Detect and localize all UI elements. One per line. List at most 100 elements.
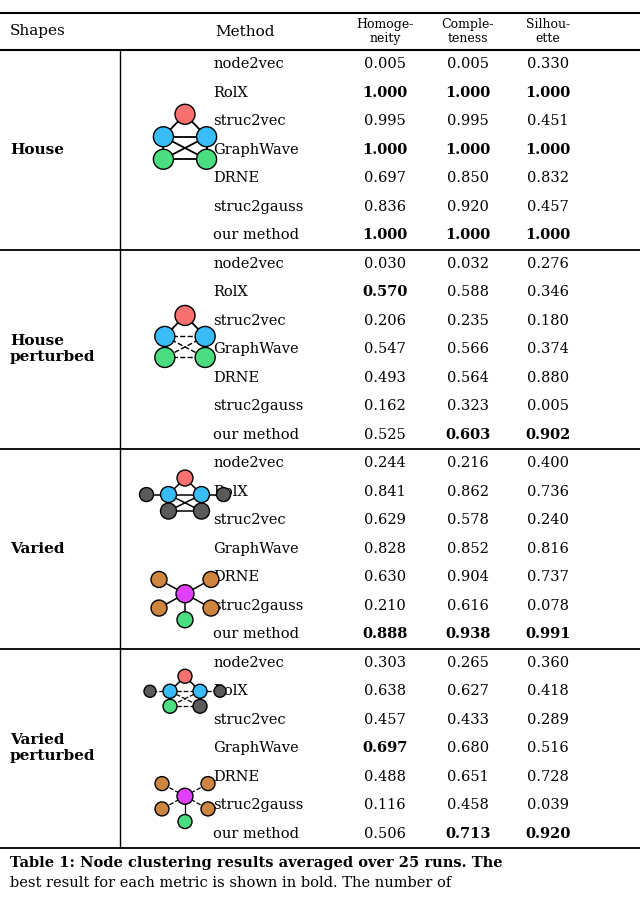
Circle shape xyxy=(163,699,177,714)
Text: RolX: RolX xyxy=(213,485,248,498)
Text: 0.697: 0.697 xyxy=(364,172,406,185)
Circle shape xyxy=(195,348,215,368)
Text: Varied
perturbed: Varied perturbed xyxy=(10,733,95,764)
Text: node2vec: node2vec xyxy=(213,656,284,670)
Text: 1.000: 1.000 xyxy=(445,143,491,157)
Text: RolX: RolX xyxy=(213,685,248,698)
Text: 0.588: 0.588 xyxy=(447,285,489,300)
Text: 0.493: 0.493 xyxy=(364,370,406,385)
Text: 0.920: 0.920 xyxy=(447,200,489,213)
Text: 0.032: 0.032 xyxy=(447,257,489,271)
Text: 0.991: 0.991 xyxy=(525,627,571,641)
Text: Method: Method xyxy=(215,25,275,38)
Text: 0.566: 0.566 xyxy=(447,342,489,356)
Text: 0.005: 0.005 xyxy=(447,57,489,71)
Text: our method: our method xyxy=(213,428,299,442)
Circle shape xyxy=(193,699,207,714)
Text: GraphWave: GraphWave xyxy=(213,342,299,356)
Text: our method: our method xyxy=(213,827,299,841)
Circle shape xyxy=(144,686,156,697)
Text: 0.697: 0.697 xyxy=(362,741,408,755)
Text: 0.836: 0.836 xyxy=(364,200,406,213)
Text: RolX: RolX xyxy=(213,85,248,100)
Text: 0.457: 0.457 xyxy=(527,200,569,213)
Circle shape xyxy=(151,571,167,587)
Text: 0.206: 0.206 xyxy=(364,314,406,328)
Text: 0.005: 0.005 xyxy=(527,400,569,413)
Text: GraphWave: GraphWave xyxy=(213,542,299,556)
Text: struc2vec: struc2vec xyxy=(213,713,285,726)
Circle shape xyxy=(178,814,192,828)
Text: House: House xyxy=(10,143,64,157)
Text: 0.938: 0.938 xyxy=(445,627,491,641)
Circle shape xyxy=(214,686,226,697)
Text: struc2gauss: struc2gauss xyxy=(213,400,303,413)
Text: DRNE: DRNE xyxy=(213,172,259,185)
Text: 0.244: 0.244 xyxy=(364,456,406,470)
Text: struc2gauss: struc2gauss xyxy=(213,598,303,613)
Circle shape xyxy=(176,585,194,603)
Text: 0.630: 0.630 xyxy=(364,570,406,584)
Text: our method: our method xyxy=(213,627,299,641)
Text: House
perturbed: House perturbed xyxy=(10,334,95,364)
Text: 0.603: 0.603 xyxy=(445,428,491,442)
Text: 0.240: 0.240 xyxy=(527,513,569,528)
Text: 0.506: 0.506 xyxy=(364,827,406,841)
Circle shape xyxy=(175,104,195,124)
Text: 0.360: 0.360 xyxy=(527,656,569,670)
Circle shape xyxy=(216,488,230,501)
Text: 1.000: 1.000 xyxy=(445,228,491,242)
Text: 0.832: 0.832 xyxy=(527,172,569,185)
Circle shape xyxy=(161,487,177,502)
Text: 0.651: 0.651 xyxy=(447,770,489,784)
Text: 0.458: 0.458 xyxy=(447,798,489,813)
Text: 0.736: 0.736 xyxy=(527,485,569,498)
Text: 1.000: 1.000 xyxy=(525,228,571,242)
Text: 0.902: 0.902 xyxy=(525,428,571,442)
Text: 0.616: 0.616 xyxy=(447,598,489,613)
Text: ette: ette xyxy=(536,32,561,45)
Text: teness: teness xyxy=(448,32,488,45)
Text: 0.323: 0.323 xyxy=(447,400,489,413)
Text: 1.000: 1.000 xyxy=(445,85,491,100)
Text: 0.210: 0.210 xyxy=(364,598,406,613)
Circle shape xyxy=(161,503,177,519)
Text: DRNE: DRNE xyxy=(213,370,259,385)
Circle shape xyxy=(196,127,216,147)
Text: DRNE: DRNE xyxy=(213,570,259,584)
Text: struc2vec: struc2vec xyxy=(213,314,285,328)
Text: 0.162: 0.162 xyxy=(364,400,406,413)
Text: 0.418: 0.418 xyxy=(527,685,569,698)
Text: 0.629: 0.629 xyxy=(364,513,406,528)
Text: 0.737: 0.737 xyxy=(527,570,569,584)
Text: 0.850: 0.850 xyxy=(447,172,489,185)
Text: 0.888: 0.888 xyxy=(362,627,408,641)
Text: 0.862: 0.862 xyxy=(447,485,489,498)
Text: struc2gauss: struc2gauss xyxy=(213,200,303,213)
Text: struc2gauss: struc2gauss xyxy=(213,798,303,813)
Text: 0.920: 0.920 xyxy=(525,827,571,841)
Text: RolX: RolX xyxy=(213,285,248,300)
Text: GraphWave: GraphWave xyxy=(213,741,299,755)
Circle shape xyxy=(140,488,154,501)
Text: Comple-: Comple- xyxy=(442,18,494,31)
Text: 0.488: 0.488 xyxy=(364,770,406,784)
Circle shape xyxy=(201,776,215,791)
Circle shape xyxy=(203,571,219,587)
Circle shape xyxy=(195,327,215,347)
Text: GraphWave: GraphWave xyxy=(213,143,299,157)
Text: 0.904: 0.904 xyxy=(447,570,489,584)
Circle shape xyxy=(177,788,193,804)
Text: Table 1: Node clustering results averaged over 25 runs. The: Table 1: Node clustering results average… xyxy=(10,856,502,870)
Text: 0.265: 0.265 xyxy=(447,656,489,670)
Circle shape xyxy=(203,600,219,616)
Text: Varied: Varied xyxy=(10,542,65,556)
Circle shape xyxy=(151,600,167,616)
Circle shape xyxy=(154,127,173,147)
Text: 0.030: 0.030 xyxy=(364,257,406,271)
Circle shape xyxy=(155,776,169,791)
Text: 0.880: 0.880 xyxy=(527,370,569,385)
Text: 0.005: 0.005 xyxy=(364,57,406,71)
Text: 0.525: 0.525 xyxy=(364,428,406,442)
Text: 0.564: 0.564 xyxy=(447,370,489,385)
